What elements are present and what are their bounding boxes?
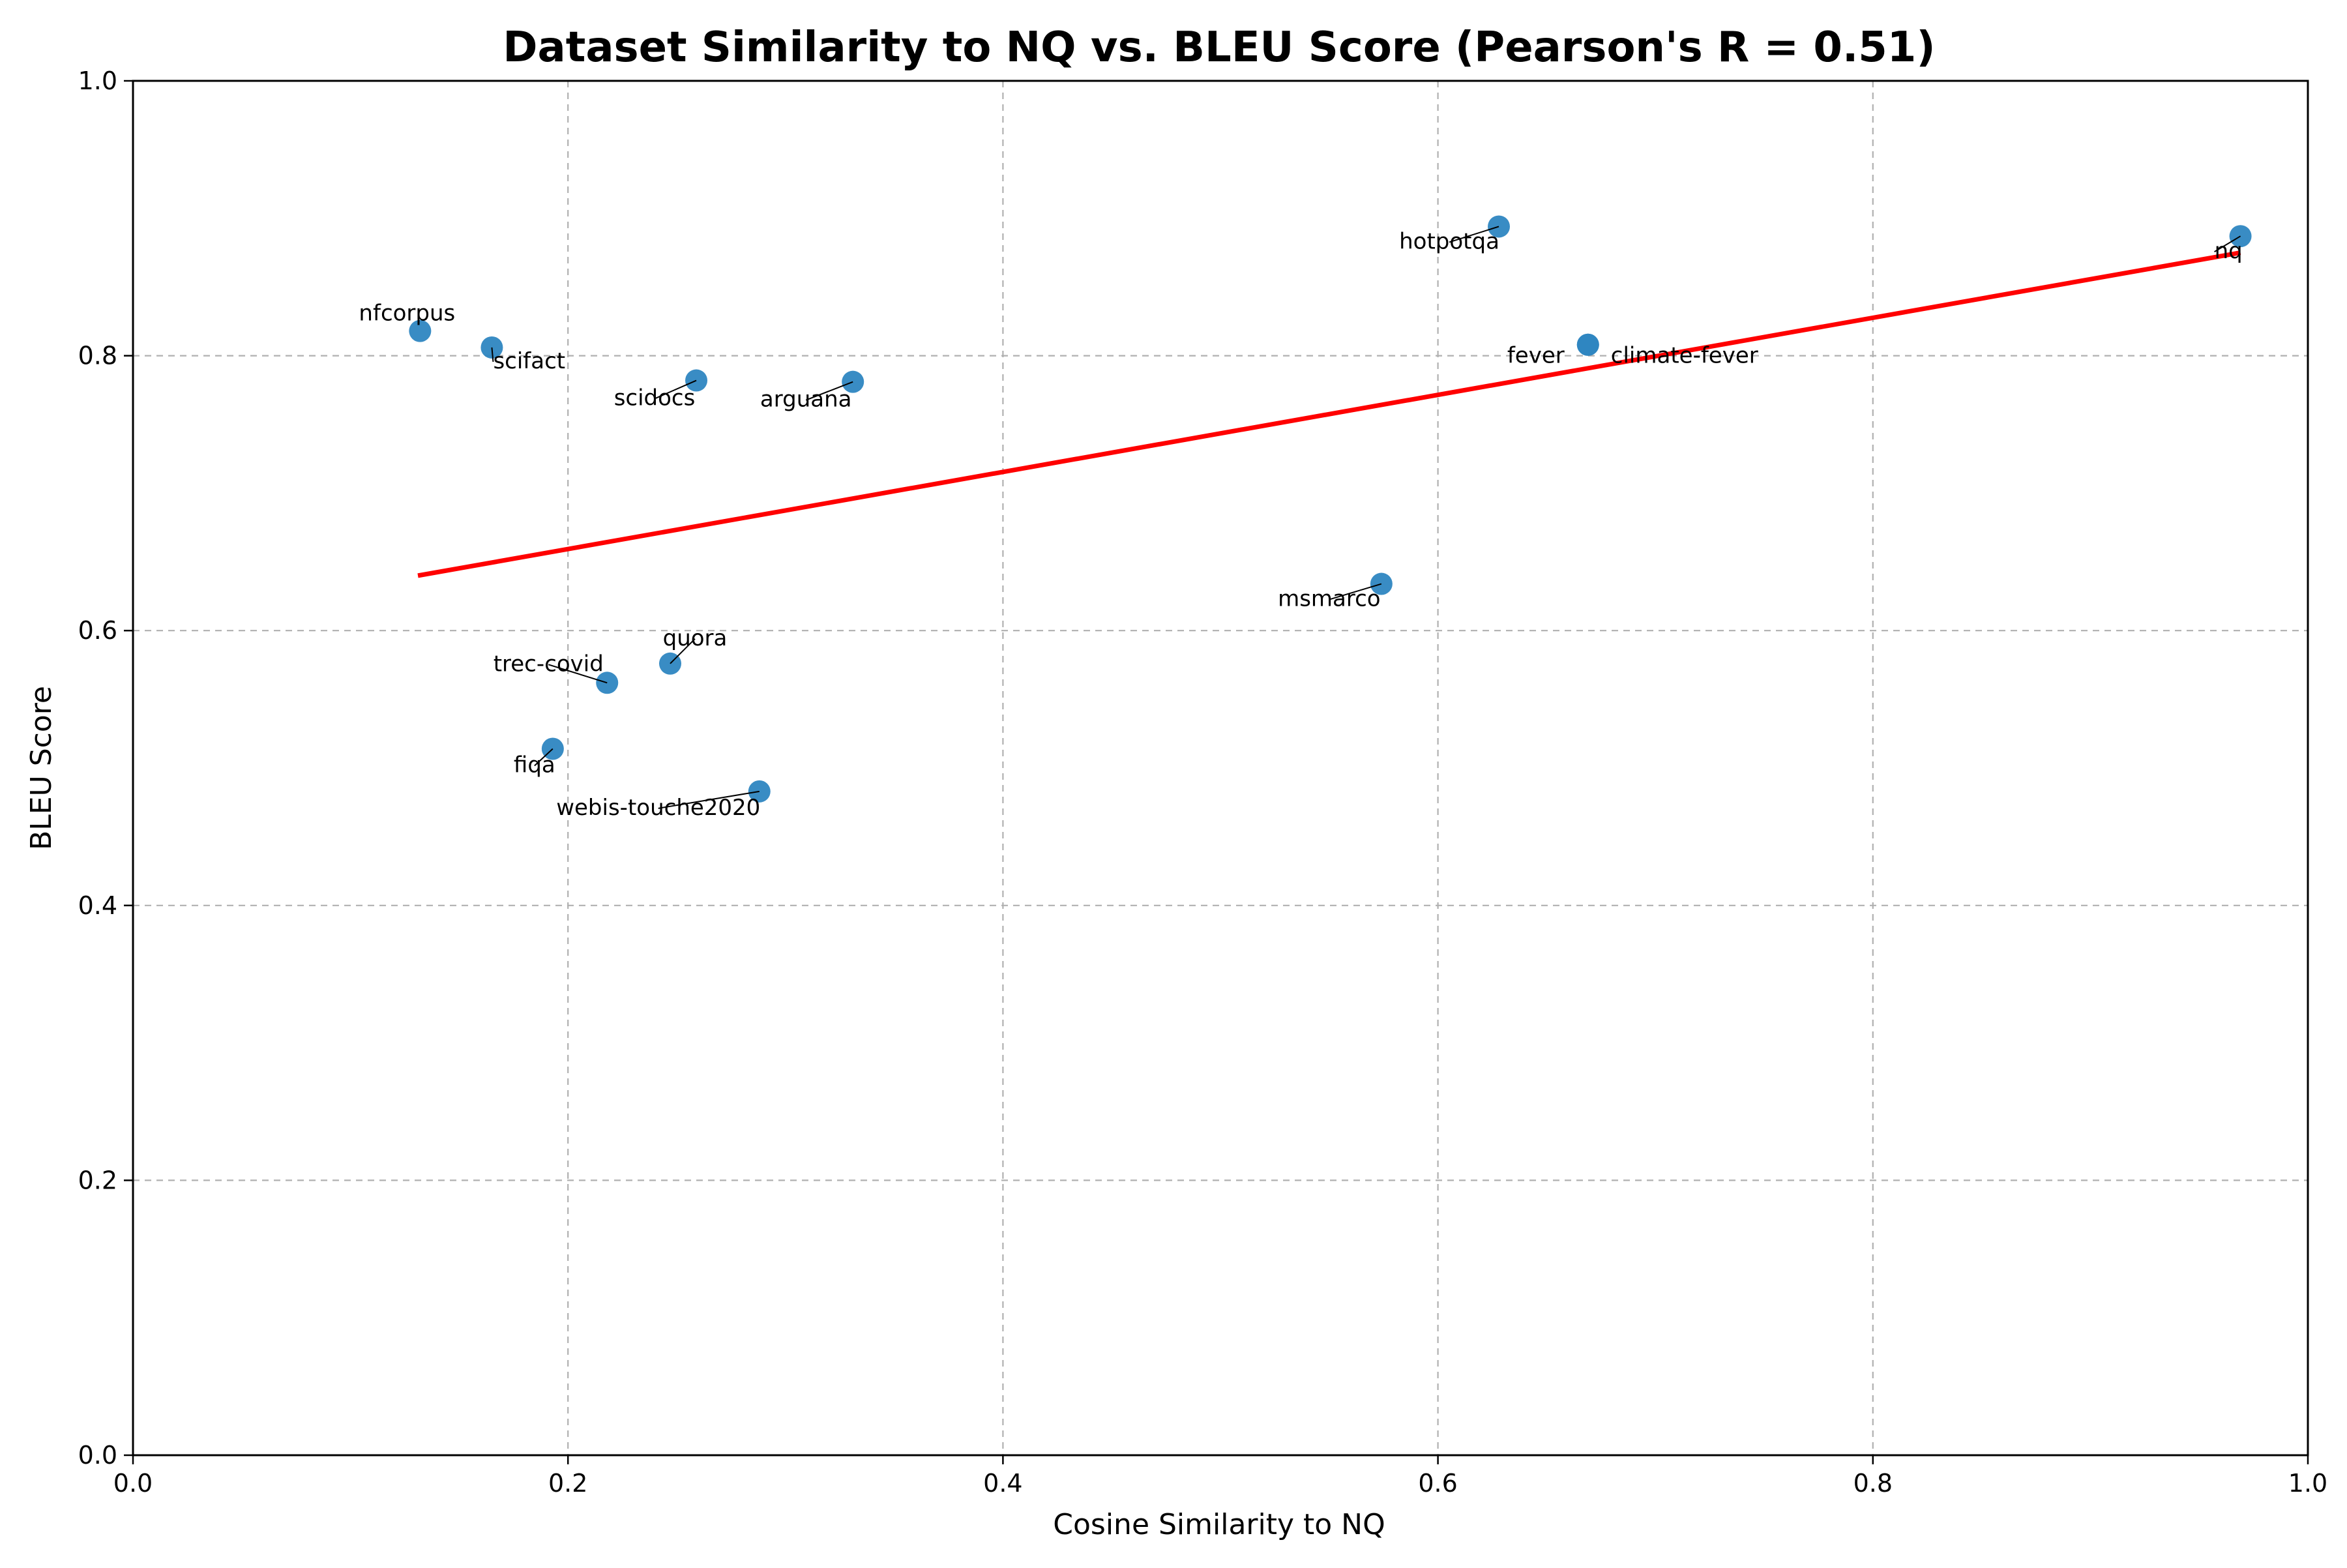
point-label-fever: fever	[1507, 343, 1565, 369]
y-tick-label: 0.0	[78, 1441, 117, 1470]
leader-line-arguana	[805, 381, 853, 401]
x-tick-label: 0.6	[1418, 1469, 1457, 1498]
point-label-scifact: scifact	[493, 348, 565, 374]
y-axis-label: BLEU Score	[25, 686, 58, 850]
point-label-msmarco: msmarco	[1278, 586, 1381, 612]
trend-line	[417, 250, 2241, 578]
leader-line-scifact	[491, 347, 494, 362]
data-point-nfcorpus	[409, 319, 432, 342]
trendline-layer	[417, 250, 2241, 578]
x-axis-label: Cosine Similarity to NQ	[1053, 1508, 1385, 1541]
point-label-hotpotqa: hotpotqa	[1399, 228, 1499, 254]
x-tick-label: 0.4	[983, 1469, 1022, 1498]
leader-lines	[491, 226, 2241, 809]
y-tick-label: 0.8	[78, 342, 117, 370]
leader-line-msmarco	[1329, 583, 1382, 600]
y-tick-label: 0.6	[78, 616, 117, 645]
y-tick-label: 1.0	[78, 67, 117, 95]
point-label-fiqa: fiqa	[514, 752, 555, 778]
leader-line-trec-covid	[548, 664, 608, 684]
x-tick-label: 0.2	[548, 1469, 587, 1498]
x-tick-label: 0.8	[1853, 1469, 1893, 1498]
point-labels: nfcorpus scifact scidocs arguana hotpotqa fev…	[359, 228, 2242, 820]
leader-line-webis-touche2020	[658, 790, 760, 809]
leader-line-scidocs	[654, 379, 697, 400]
y-tick-label: 0.4	[78, 891, 117, 920]
point-label-arguana: arguana	[760, 387, 852, 413]
x-tick-label: 0.0	[113, 1469, 153, 1498]
grid	[133, 81, 2308, 1455]
leader-line-fiqa	[534, 748, 554, 767]
chart-title: Dataset Similarity to NQ vs. BLEU Score …	[503, 23, 1935, 72]
leader-line-hotpotqa	[1449, 226, 1499, 243]
leader-line-quora	[670, 638, 696, 664]
point-label-nq: nq	[2215, 238, 2243, 264]
leader-line-nq	[2214, 235, 2241, 253]
point-label-climate-fever: climate-fever	[1611, 343, 1758, 369]
y-tick-label: 0.2	[78, 1166, 117, 1194]
data-point-climate-fever	[1576, 333, 1599, 356]
point-label-webis-touche2020: webis-touche2020	[556, 795, 760, 821]
axis-ticks: 0.0 0.2 0.4 0.6 0.8 1.0 0.0 0.2 0.4 0.6 0.8 1.0	[78, 67, 2328, 1498]
point-label-trec-covid: trec-covid	[494, 651, 604, 677]
point-label-scidocs: scidocs	[614, 385, 696, 411]
point-label-quora: quora	[663, 625, 728, 651]
x-tick-label: 1.0	[2288, 1469, 2327, 1498]
plot-frame	[132, 80, 2309, 1457]
point-label-nfcorpus: nfcorpus	[359, 301, 455, 327]
